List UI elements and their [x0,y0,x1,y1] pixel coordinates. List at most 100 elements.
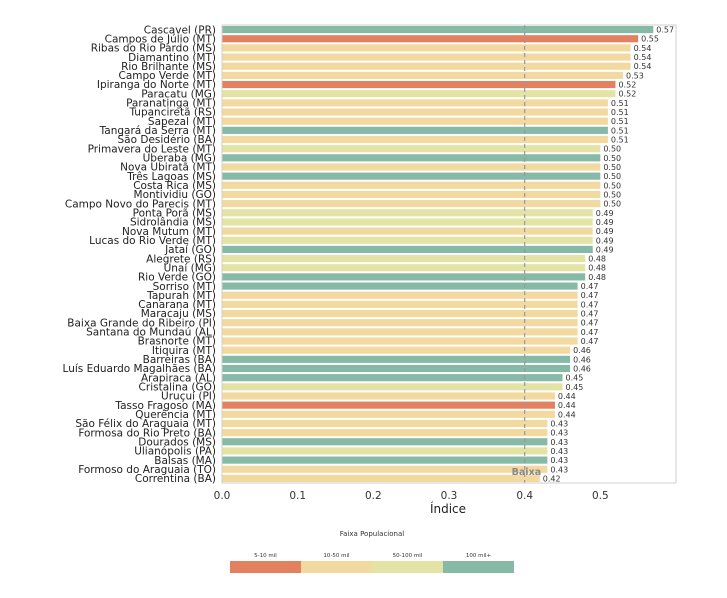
category-label: Tapurah (MT) [146,290,216,302]
bar [222,44,631,52]
bar [222,337,578,345]
bar [222,172,601,180]
category-label: Santana do Mundaú (AL) [86,327,216,339]
data-label: 0.50 [603,190,621,199]
data-label: 0.45 [566,374,584,383]
data-label: 0.47 [581,282,599,291]
category-label: Campo Novo do Parecis (MT) [65,198,216,210]
category-label: Unaí (MG) [164,262,216,274]
bar [222,62,631,70]
category-label: Campo Verde (MT) [118,70,216,82]
bar [222,245,593,253]
bar [222,163,601,171]
bar [222,319,578,327]
data-label: 0.47 [581,300,599,309]
legend-item: 10-50 mil [301,552,372,573]
data-label: 0.43 [550,419,568,428]
legend-item: 5-10 mil [230,552,301,573]
bar [222,218,593,226]
bar [222,374,563,382]
bar [222,90,616,98]
data-label: 0.49 [596,227,614,236]
bar [222,364,571,373]
category-label: Montividiu (GO) [134,189,216,201]
x-axis: 0.0 0.1 0.2 0.3 0.4 0.5 [214,24,677,502]
data-label: 0.50 [603,163,621,172]
legend-swatch [230,561,301,573]
data-label: 0.45 [566,383,584,392]
legend-item-label: 50-100 mil [392,553,423,559]
category-label: Alegrete (RS) [146,253,216,265]
data-label: 0.46 [573,365,591,374]
legend: Faixa Populacional 5-10 mil 10-50 mil 50-1… [230,530,514,573]
category-label: São Desidério (BA) [118,134,217,146]
x-tick-label: 0.3 [441,490,458,502]
data-label: 0.48 [588,255,606,264]
bar [222,26,654,34]
bar [222,300,578,308]
category-label: Tangará da Serra (MT) [99,125,216,137]
category-label: Ponta Porã (MS) [133,207,216,219]
category-label: Sorriso (MT) [153,281,216,293]
bar [222,355,571,363]
category-label: Maracaju (MS) [141,308,216,320]
category-label: Sapezal (MT) [148,116,216,128]
category-label: Uberaba (MG) [143,153,216,165]
bar [222,135,608,144]
bar [222,264,586,272]
category-label: Primavera do Leste (MT) [88,143,216,155]
data-label: 0.47 [581,337,599,346]
data-label: 0.51 [611,99,629,108]
bar [222,383,563,391]
category-label: Nova Ubiratã (MT) [120,162,216,174]
legend-swatch [372,561,443,573]
data-label: 0.47 [581,310,599,319]
bar [222,154,601,162]
data-label: 0.47 [581,291,599,300]
data-label: 0.50 [603,145,621,154]
legend-swatch [443,561,514,573]
category-label: Tupanciretã (RS) [128,107,216,119]
category-label: Cristalina (GO) [139,382,216,394]
bar [222,392,555,400]
category-label: Baixa Grande do Ribeiro (PI) [67,317,216,329]
bar [222,456,548,464]
data-label: 0.50 [603,181,621,190]
data-label: 0.43 [550,429,568,438]
data-label: 0.46 [573,355,591,364]
bar [222,273,586,281]
data-label: 0.49 [596,236,614,245]
bar [222,236,593,244]
bar [222,181,601,189]
bar [222,35,639,43]
data-label: 0.44 [558,410,576,419]
category-label: Tasso Fragoso (MA) [114,400,216,412]
category-label: Correntina (BA) [135,473,216,485]
data-label: 0.55 [641,35,659,44]
x-tick-label: 0.5 [592,490,609,502]
category-label: Lucas do Rio Verde (MT) [89,235,216,247]
category-label: Rio Verde (GO) [138,272,216,284]
legend-title: Faixa Populacional [339,530,405,538]
bar [222,447,548,455]
data-label: 0.51 [611,108,629,117]
legend-bar: 5-10 mil 10-50 mil 50-100 mil 100 mil+ [230,552,514,573]
data-label: 0.43 [550,456,568,465]
category-label: Arapiraca (AL) [141,372,216,384]
category-label: Paranatinga (MT) [126,98,216,110]
data-label: 0.51 [611,126,629,135]
legend-item-label: 5-10 mil [254,553,277,559]
reference-line-layer: Baixa [512,25,541,483]
legend-item-label: 10-50 mil [323,553,350,559]
category-label: Nova Mutum (MT) [122,226,216,238]
x-tick-label: 0.4 [516,490,533,502]
legend-item: 100 mil+ [443,552,514,573]
category-label: Ipiranga do Norte (MT) [97,79,216,91]
data-label: 0.53 [626,71,644,80]
data-label: 0.50 [603,200,621,209]
bars-layer: Cascavel (PR) 0.57 Campos de Júlio (MT) 0.5… [63,24,675,485]
bar [222,465,548,473]
bar [222,474,540,482]
category-label: Querência (MT) [135,409,216,421]
data-label: 0.47 [581,328,599,337]
